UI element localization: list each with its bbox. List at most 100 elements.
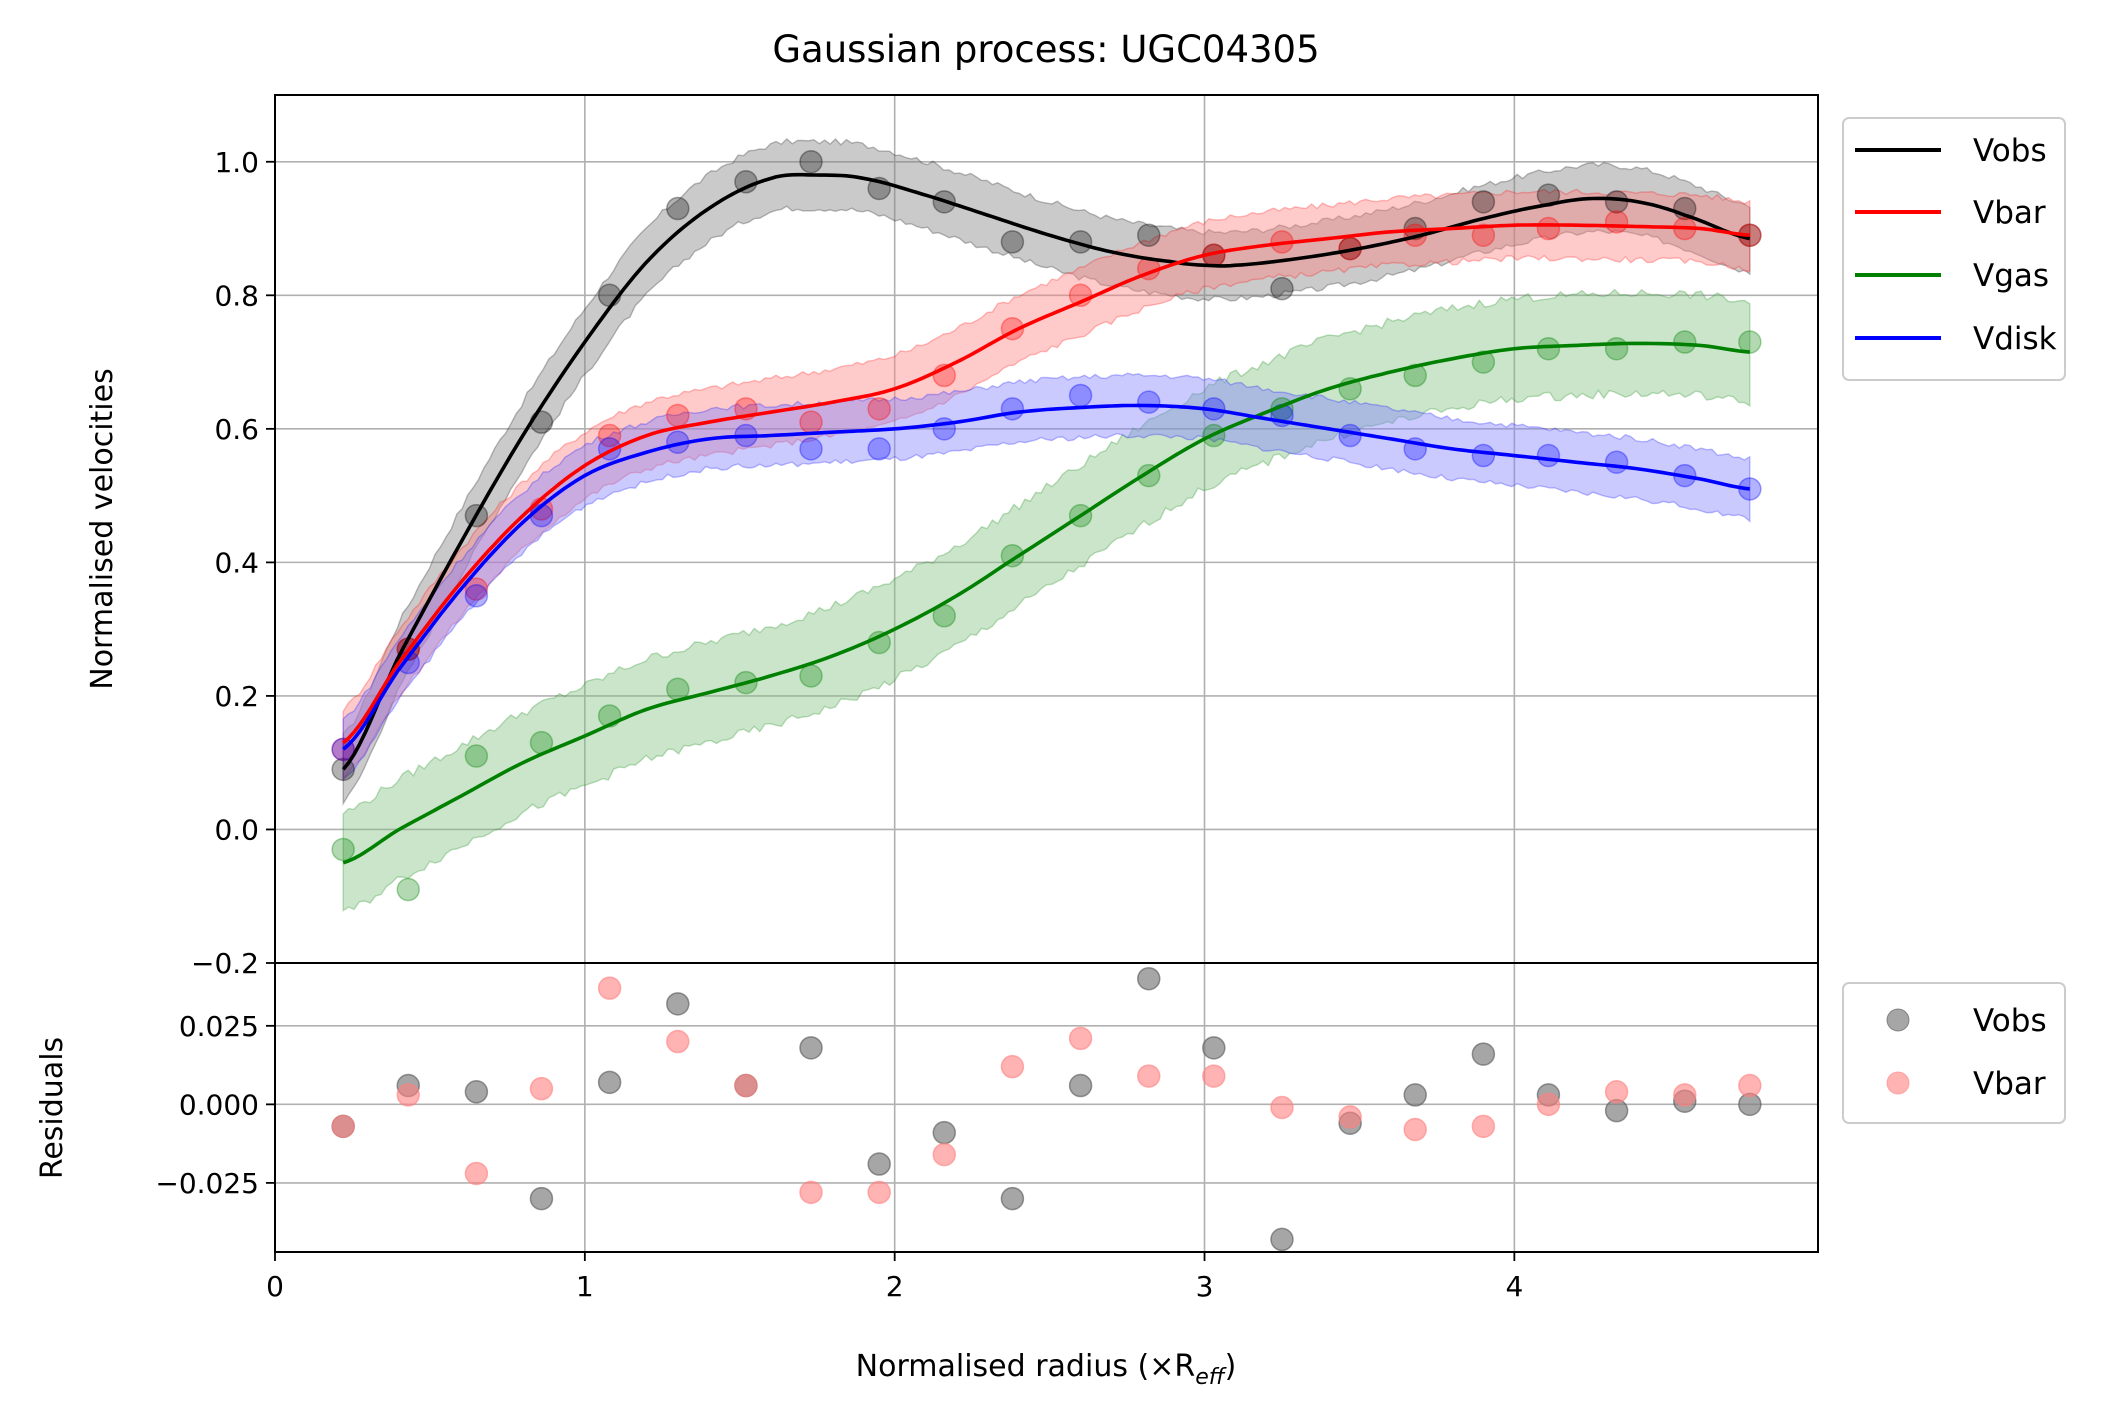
- legend-label-vgas: Vgas: [1973, 258, 2049, 294]
- main-y-tick-label: 0.8: [214, 279, 259, 312]
- vbar-residual-point: [597, 976, 622, 1000]
- observed-points: [331, 150, 1762, 902]
- vobs-residual-point: [464, 1080, 489, 1104]
- vobs-residual-point: [799, 1036, 823, 1060]
- vbar-point: [799, 410, 823, 434]
- vobs-residual-point: [1000, 1186, 1025, 1211]
- vgas-point: [799, 664, 823, 688]
- fit-lines: [341, 172, 1751, 865]
- vobs-residual-point: [1403, 1083, 1427, 1107]
- vobs-residual-point: [529, 1186, 554, 1211]
- residuals-legend: Vobs Vbar: [1842, 982, 2066, 1124]
- vbar-residual-point: [1000, 1054, 1025, 1079]
- residuals-axes-frame: [274, 962, 1819, 1253]
- vobs-point: [1471, 190, 1496, 214]
- legend-label-vdisk: Vdisk: [1973, 321, 2057, 357]
- residuals-grid: [274, 963, 1818, 1252]
- vbar-residual-point: [1338, 1105, 1362, 1129]
- main-y-ticks: −0.2 0.0 0.2 0.4 0.6 0.8 1.0: [191, 146, 275, 980]
- vobs-point: [666, 196, 690, 221]
- vdisk-point: [1338, 423, 1362, 448]
- main-y-tick-label: 0.4: [214, 546, 259, 579]
- vgas-point: [331, 837, 355, 862]
- vobs-point: [799, 150, 823, 174]
- vobs-point: [1270, 276, 1294, 301]
- vdisk-fit-line: [342, 403, 1750, 751]
- vdisk-point: [1136, 390, 1161, 414]
- vbar-residual-point: [932, 1142, 957, 1167]
- vbar-fit-line: [342, 223, 1750, 745]
- x-axis-label: Normalised radius (×Reff): [856, 1349, 1237, 1390]
- vbar-residual-point: [396, 1083, 420, 1107]
- vdisk-point: [867, 437, 891, 461]
- vobs-residual-point: [1136, 966, 1161, 991]
- vbar-residual-point: [1136, 1064, 1161, 1088]
- vbar-residual-point: [666, 1029, 690, 1054]
- residual-points: [331, 966, 1762, 1252]
- main-y-axis-label: Normalised velocities: [85, 368, 120, 689]
- vobs-residual-point: [597, 1070, 622, 1095]
- legend-marker-vbar-residual: [1886, 1071, 1910, 1095]
- legend-marker-vobs-residual: [1886, 1008, 1910, 1032]
- x-axis-label-suffix: ): [1225, 1349, 1237, 1384]
- vgas-fit-line: [342, 341, 1750, 865]
- vbar-residual-point: [464, 1161, 489, 1186]
- vbar-residual-point: [1673, 1083, 1697, 1107]
- vdisk-point: [799, 437, 823, 461]
- legend-label-vbar-residual: Vbar: [1973, 1066, 2046, 1102]
- vbar-residual-point: [734, 1073, 758, 1098]
- main-y-tick-label: −0.2: [191, 947, 259, 980]
- residuals-y-tick-label: 0.000: [179, 1088, 259, 1121]
- vbar-residual-point: [1604, 1080, 1629, 1104]
- x-tick-label: 0: [266, 1270, 284, 1303]
- x-tick-label: 3: [1196, 1270, 1214, 1303]
- main-y-tick-label: 1.0: [214, 146, 259, 179]
- legend-label-vbar: Vbar: [1973, 195, 2046, 231]
- main-y-tick-label: 0.0: [214, 813, 259, 846]
- x-ticks: 0 1 2 3 4: [266, 1252, 1523, 1303]
- legend-label-vobs-residual: Vobs: [1973, 1003, 2047, 1039]
- vobs-residual-point: [932, 1120, 957, 1145]
- vbar-point: [1536, 216, 1561, 241]
- vobs-point: [1136, 223, 1161, 247]
- vbar-residual-point: [1068, 1026, 1093, 1051]
- main-legend: Vobs Vbar Vgas Vdisk: [1842, 117, 2066, 381]
- vobs-residual-point: [666, 992, 690, 1016]
- vbar-point: [1604, 210, 1629, 234]
- vbar-point: [867, 397, 891, 421]
- legend-label-vobs: Vobs: [1973, 133, 2047, 169]
- vbar-residual-point: [1738, 1073, 1762, 1098]
- vbar-point: [464, 577, 489, 601]
- residuals-y-tick-label: −0.025: [155, 1167, 259, 1200]
- vobs-residual-point: [1471, 1042, 1496, 1066]
- vgas-point: [464, 744, 489, 768]
- x-tick-label: 1: [576, 1270, 594, 1303]
- vobs-residual-point: [1202, 1036, 1226, 1060]
- vbar-point: [666, 403, 690, 428]
- vbar-residual-point: [867, 1180, 891, 1205]
- residuals-y-axis-label: Residuals: [35, 1037, 70, 1179]
- vbar-confidence-band: [342, 188, 1751, 781]
- x-tick-label: 2: [886, 1270, 904, 1303]
- vgas-confidence-band: [342, 288, 1751, 912]
- vobs-residual-point: [1270, 1227, 1294, 1252]
- vbar-point: [597, 423, 622, 448]
- main-y-tick-label: 0.2: [214, 680, 259, 713]
- vgas-point: [1604, 336, 1629, 361]
- vobs-confidence-band: [342, 137, 1751, 807]
- vbar-residual-point: [1403, 1117, 1427, 1142]
- main-panel: −0.2 0.0 0.2 0.4 0.6 0.8 1.0 Normalised veloci…: [85, 94, 1819, 980]
- vbar-residual-point: [529, 1076, 554, 1101]
- main-legend-box: [1842, 117, 2066, 381]
- vgas-point: [1738, 330, 1762, 354]
- residuals-y-tick-label: 0.025: [179, 1010, 259, 1043]
- vbar-point: [1471, 223, 1496, 247]
- vgas-point: [396, 877, 420, 902]
- main-y-tick-label: 0.6: [214, 413, 259, 446]
- x-tick-label: 4: [1505, 1270, 1523, 1303]
- confidence-bands: [342, 137, 1751, 912]
- vbar-residual-point: [799, 1180, 823, 1205]
- vgas-point: [1673, 330, 1697, 354]
- x-axis-label-main: Normalised radius (×R: [856, 1349, 1196, 1384]
